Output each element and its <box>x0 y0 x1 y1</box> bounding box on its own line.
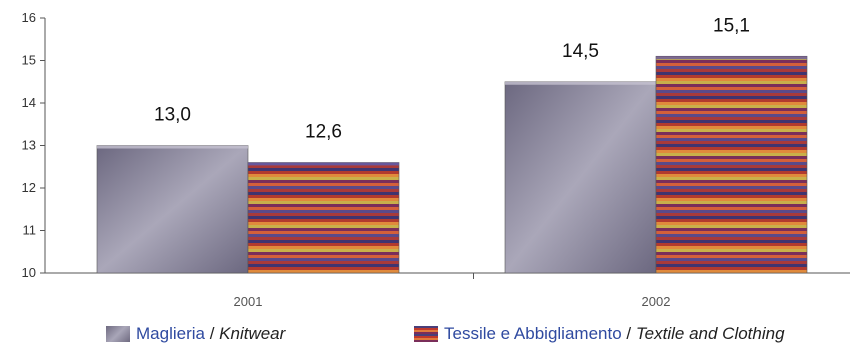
x-tick-label: 2002 <box>642 294 671 309</box>
legend-item-textile: Tessile e Abbigliamento / Textile and Cl… <box>414 324 785 344</box>
bar <box>247 162 400 274</box>
data-label: 12,6 <box>305 122 342 143</box>
legend-knitwear-en: Knitwear <box>219 324 286 343</box>
bar-top-edge <box>656 56 807 60</box>
y-tick-label: 13 <box>22 138 36 153</box>
legend-knitwear-it: Maglieria <box>136 324 205 343</box>
bar-top-edge <box>505 81 656 85</box>
textile-swatch <box>414 326 438 342</box>
legend-textile-en: Textile and Clothing <box>635 324 785 343</box>
data-label: 13,0 <box>154 105 191 126</box>
legend: Maglieria / Knitwear Tessile e Abbigliam… <box>0 324 854 350</box>
y-tick-label: 10 <box>22 265 36 280</box>
bar-chart: 10 11 12 13 14 15 16 2001 13,0 12,6 2002 14,5 15,1 <box>22 10 850 309</box>
legend-separator-1: / <box>204 324 220 343</box>
bar-top-edge <box>248 162 399 166</box>
y-tick-label: 14 <box>22 95 36 110</box>
data-label: 15,1 <box>713 15 750 36</box>
legend-textile-it: Tessile e Abbigliamento <box>444 324 622 343</box>
data-label: 14,5 <box>562 41 599 62</box>
legend-separator-2: / <box>621 324 636 343</box>
bar <box>96 145 249 274</box>
y-tick-label: 11 <box>23 223 37 238</box>
bar-top-edge <box>97 145 248 149</box>
bar <box>504 81 657 274</box>
legend-item-knitwear: Maglieria / Knitwear <box>106 324 285 344</box>
y-tick-label: 12 <box>22 180 36 195</box>
knitwear-swatch <box>106 326 130 342</box>
y-tick-label: 16 <box>22 10 36 25</box>
bar <box>655 55 808 274</box>
x-tick-label: 2001 <box>234 294 263 309</box>
y-tick-label: 15 <box>22 53 36 68</box>
